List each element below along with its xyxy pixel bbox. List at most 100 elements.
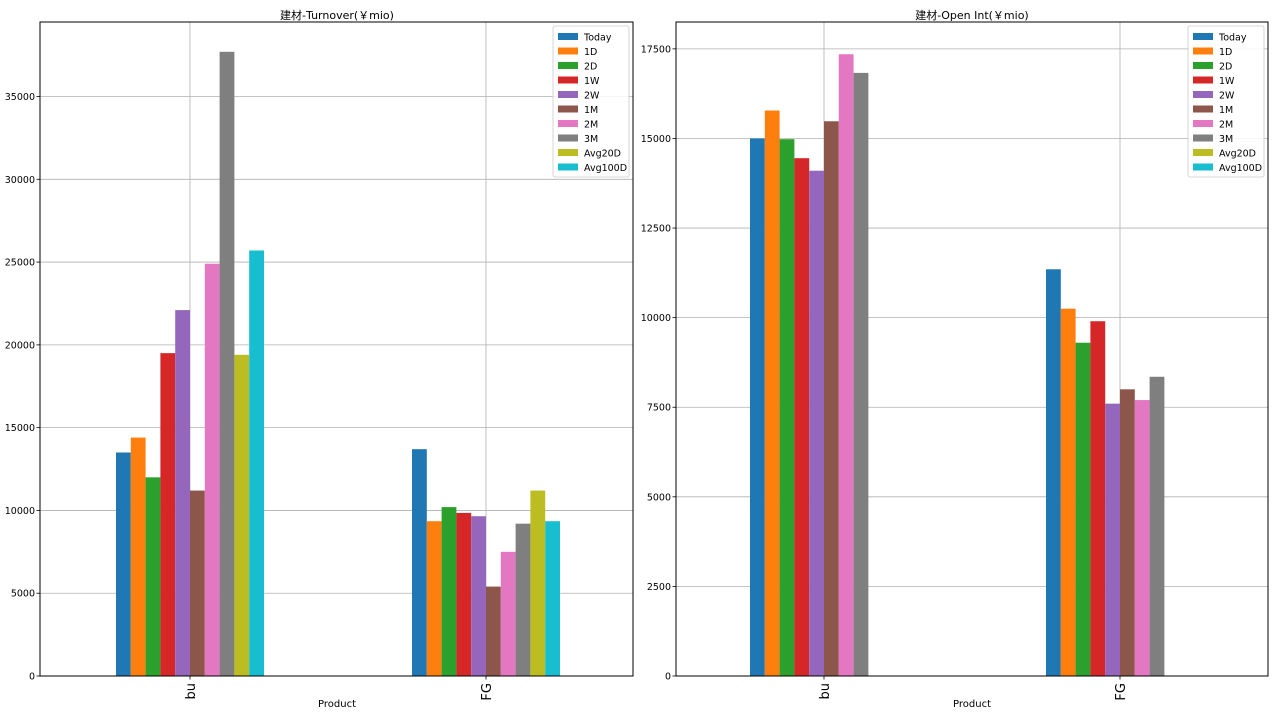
bar (515, 523, 531, 676)
bar (116, 452, 131, 676)
bar (1075, 342, 1091, 676)
legend-label: 2D (584, 62, 597, 73)
bar (441, 507, 457, 676)
bar (500, 551, 516, 676)
y-tick-label: 10000 (641, 313, 671, 324)
x-axis-ticks: bu FG (184, 676, 495, 701)
x-axis-ticks: bu FG (818, 676, 1129, 701)
legend-label: 2D (1219, 62, 1232, 73)
legend-label: Today (583, 33, 612, 44)
y-tick-label: 20000 (5, 340, 35, 351)
bar (130, 437, 146, 676)
legend-label: 3M (584, 134, 598, 145)
bar (809, 170, 824, 676)
legend-swatch (1193, 105, 1213, 113)
bar (750, 138, 765, 676)
bar (190, 490, 205, 676)
chart-title: 建材-Open Int(￥mio) (915, 8, 1028, 22)
open-interest-chart: 建材-Open Int(￥mio) 0 2500 5000 7500 10000 1250… (641, 8, 1269, 710)
legend-swatch (558, 134, 578, 142)
legend-swatch (558, 120, 578, 127)
bar (249, 250, 264, 676)
bar (779, 139, 795, 676)
legend-swatch (1193, 134, 1213, 142)
legend-label: 2W (584, 91, 600, 102)
legend-label: Avg100D (1219, 163, 1262, 174)
bar (471, 516, 486, 676)
bar (1134, 400, 1150, 676)
legend-swatch (1193, 33, 1213, 40)
y-tick-label: 25000 (5, 258, 35, 269)
legend-label: Avg20D (1219, 149, 1256, 160)
bar (794, 158, 810, 676)
legend-swatch (1193, 47, 1213, 55)
legend-swatch (558, 149, 578, 156)
y-tick-label: 0 (665, 672, 671, 683)
y-tick-label: 30000 (5, 175, 35, 186)
bar (1120, 389, 1135, 676)
bar (456, 512, 472, 676)
bar (530, 490, 546, 676)
legend-swatch (558, 33, 578, 40)
legend-label: 3M (1219, 134, 1233, 145)
bar (853, 72, 869, 676)
x-tick-label: bu (184, 683, 199, 700)
y-tick-label: 5000 (647, 492, 671, 503)
turnover-chart: 建材-Turnover(￥mio) 0 5000 10000 15000 20000 25… (5, 8, 634, 710)
legend-swatch (1193, 91, 1213, 98)
bar (160, 353, 176, 676)
legend-label: Today (1218, 33, 1247, 44)
x-tick-label: bu (818, 683, 833, 700)
legend-swatch (558, 76, 578, 84)
legend-label: 1D (584, 47, 597, 58)
bar (838, 54, 854, 676)
bar (1105, 403, 1120, 676)
x-tick-label: FG (480, 683, 495, 701)
bar (545, 521, 560, 676)
chart-title: 建材-Turnover(￥mio) (280, 8, 394, 22)
legend-swatch (1193, 76, 1213, 84)
legend-label: Avg100D (584, 163, 627, 174)
bars (750, 54, 1165, 677)
legend-label: 2W (1219, 91, 1235, 102)
bar (204, 263, 220, 676)
legend-swatch (1193, 149, 1213, 156)
legend-swatch (558, 47, 578, 55)
bars (116, 51, 560, 676)
bar (145, 477, 161, 676)
y-tick-label: 10000 (5, 506, 35, 517)
legend-swatch (1193, 62, 1213, 69)
legend-label: 1W (1219, 76, 1235, 87)
x-tick-label: FG (1114, 683, 1129, 701)
legend-swatch (558, 91, 578, 98)
legend-swatch (558, 62, 578, 69)
bar (1090, 321, 1106, 676)
y-tick-label: 12500 (641, 224, 671, 235)
bar (426, 521, 442, 676)
y-tick-label: 15000 (641, 134, 671, 145)
legend-swatch (1193, 163, 1213, 171)
bar (234, 354, 250, 676)
y-axis-ticks: 0 5000 10000 15000 20000 25000 30000 35000 (5, 92, 40, 683)
y-tick-label: 2500 (647, 582, 671, 593)
y-tick-label: 7500 (647, 403, 671, 414)
bar (824, 121, 839, 677)
legend-label: 2M (1219, 120, 1233, 131)
legend-swatch (1193, 120, 1213, 127)
legend: Today 1D 2D 1W 2W 1M 2M 3M Avg20D Avg100D (552, 25, 630, 178)
legend-label: Avg20D (584, 149, 621, 160)
y-tick-label: 5000 (11, 589, 35, 600)
bar (219, 51, 235, 676)
y-tick-label: 0 (29, 672, 35, 683)
y-axis-ticks: 0 2500 5000 7500 10000 12500 15000 17500 (641, 44, 676, 683)
legend: Today 1D 2D 1W 2W 1M 2M 3M Avg20D Avg100D (1187, 25, 1265, 178)
legend-label: 1M (584, 105, 598, 116)
y-tick-label: 35000 (5, 92, 35, 103)
y-tick-label: 15000 (5, 423, 35, 434)
plot-frame (39, 21, 634, 677)
legend-label: 1M (1219, 105, 1233, 116)
legend-swatch (558, 105, 578, 113)
legend-label: 1D (1219, 47, 1232, 58)
bar (486, 586, 501, 676)
